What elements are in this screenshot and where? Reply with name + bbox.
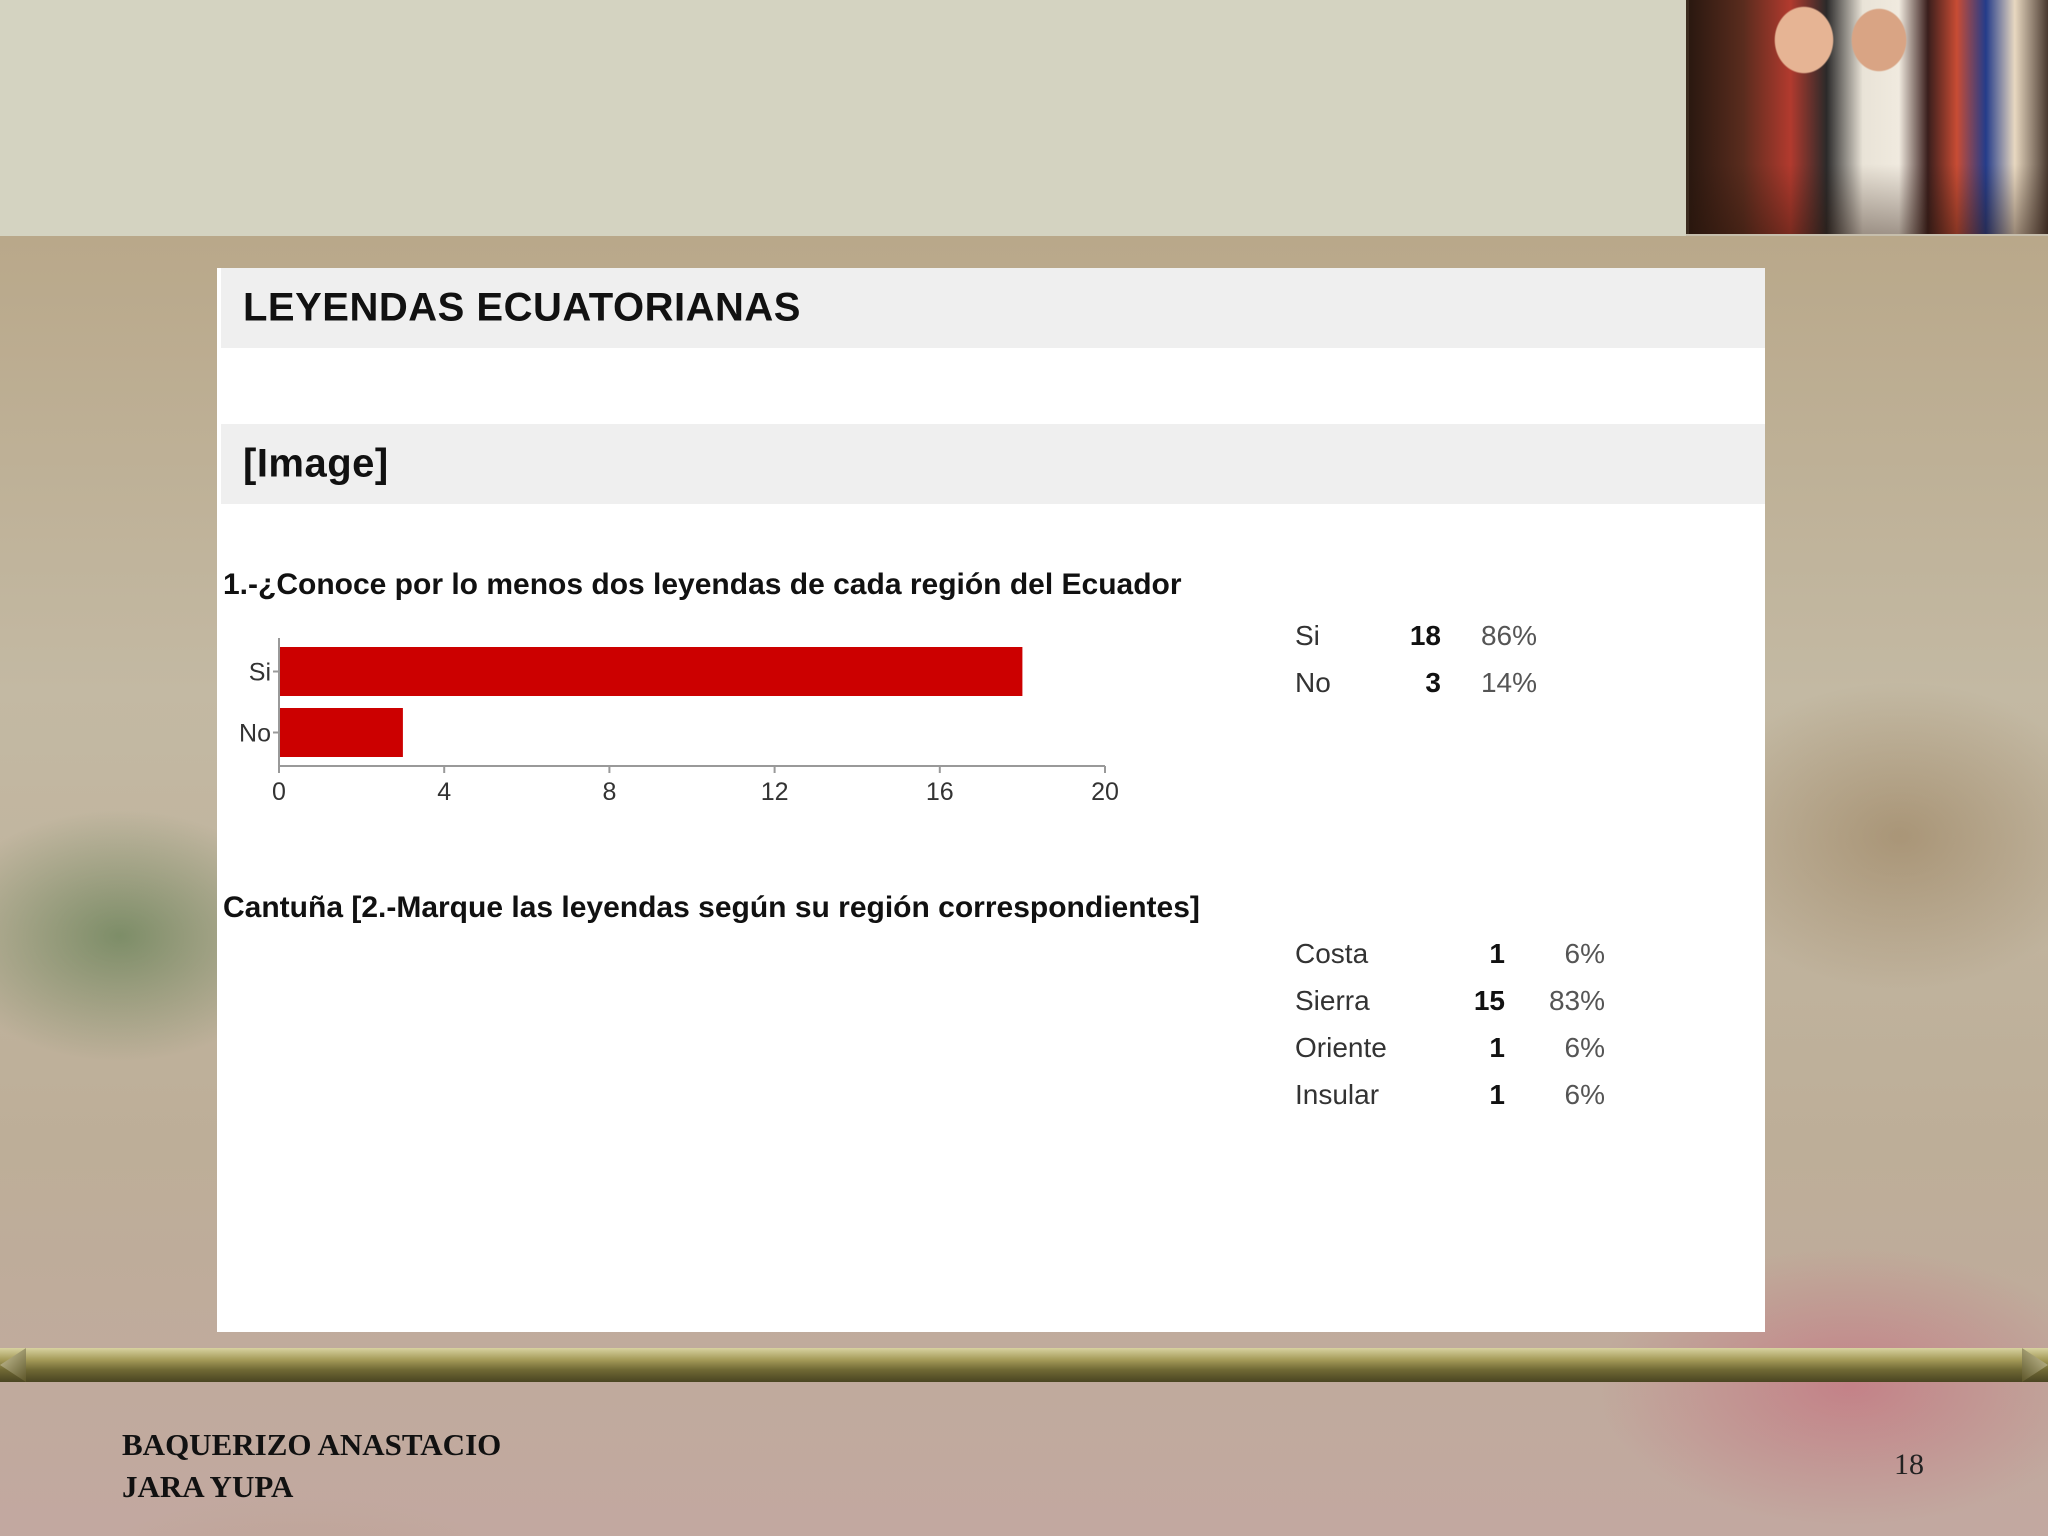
x-tick-label: 20 [1091, 778, 1119, 806]
decorative-gold-bar [0, 1348, 2048, 1382]
question-1-title: 1.-¿Conoce por lo menos dos leyendas de … [223, 568, 1182, 601]
question-2-bar-chart: CostaSierraOrienteInsular03691215 [217, 682, 1137, 962]
summary-count: 18 [1409, 620, 1441, 651]
x-tick-label: 0 [272, 778, 286, 806]
author-name: JARA YUPA [122, 1469, 294, 1504]
bar [280, 708, 403, 757]
summary-percentage: 86% [1480, 620, 1537, 651]
section-title: LEYENDAS ECUATORIANAS [243, 285, 801, 330]
summary-count: 1 [1489, 1079, 1505, 1110]
image-placeholder: [Image] [243, 441, 389, 486]
header-band [0, 0, 1686, 236]
section-title-bar: LEYENDAS ECUATORIANAS [221, 268, 1765, 348]
x-tick-label: 4 [437, 778, 451, 806]
summary-label: Insular [1295, 1079, 1380, 1110]
author-name: BAQUERIZO ANASTACIO [122, 1427, 502, 1462]
summary-percentage: 83% [1548, 985, 1605, 1016]
summary-label: Costa [1295, 938, 1369, 969]
summary-percentage: 6% [1564, 1079, 1605, 1110]
image-placeholder-bar: [Image] [221, 424, 1765, 504]
summary-percentage: 6% [1564, 1032, 1605, 1063]
summary-percentage: 6% [1564, 938, 1605, 969]
summary-count: 1 [1489, 938, 1505, 969]
children-costume-photo [1686, 0, 2048, 234]
summary-percentage: 14% [1480, 667, 1537, 698]
question-2-title: Cantuña [2.-Marque las leyendas según su… [223, 891, 1200, 924]
authors: BAQUERIZO ANASTACIO JARA YUPA [122, 1424, 501, 1508]
summary-label: Si [1295, 620, 1320, 651]
summary-label: Oriente [1295, 1032, 1387, 1063]
bar [280, 647, 1023, 696]
category-label: Si [249, 659, 271, 687]
category-label: No [239, 720, 271, 748]
x-tick-label: 16 [926, 778, 954, 806]
x-tick-label: 8 [602, 778, 616, 806]
summary-count: 1 [1489, 1032, 1505, 1063]
summary-count: 3 [1425, 667, 1441, 698]
summary-label: Sierra [1295, 985, 1370, 1016]
x-tick-label: 12 [761, 778, 789, 806]
page-number: 18 [1894, 1448, 1924, 1481]
summary-count: 15 [1473, 985, 1505, 1016]
content-panel: LEYENDAS ECUATORIANAS [Image] 1.-¿Conoce… [217, 268, 1765, 1332]
question-1-bar-chart: Si No 0 4 8 12 16 20 [239, 638, 1119, 806]
summary-label: No [1295, 667, 1331, 698]
